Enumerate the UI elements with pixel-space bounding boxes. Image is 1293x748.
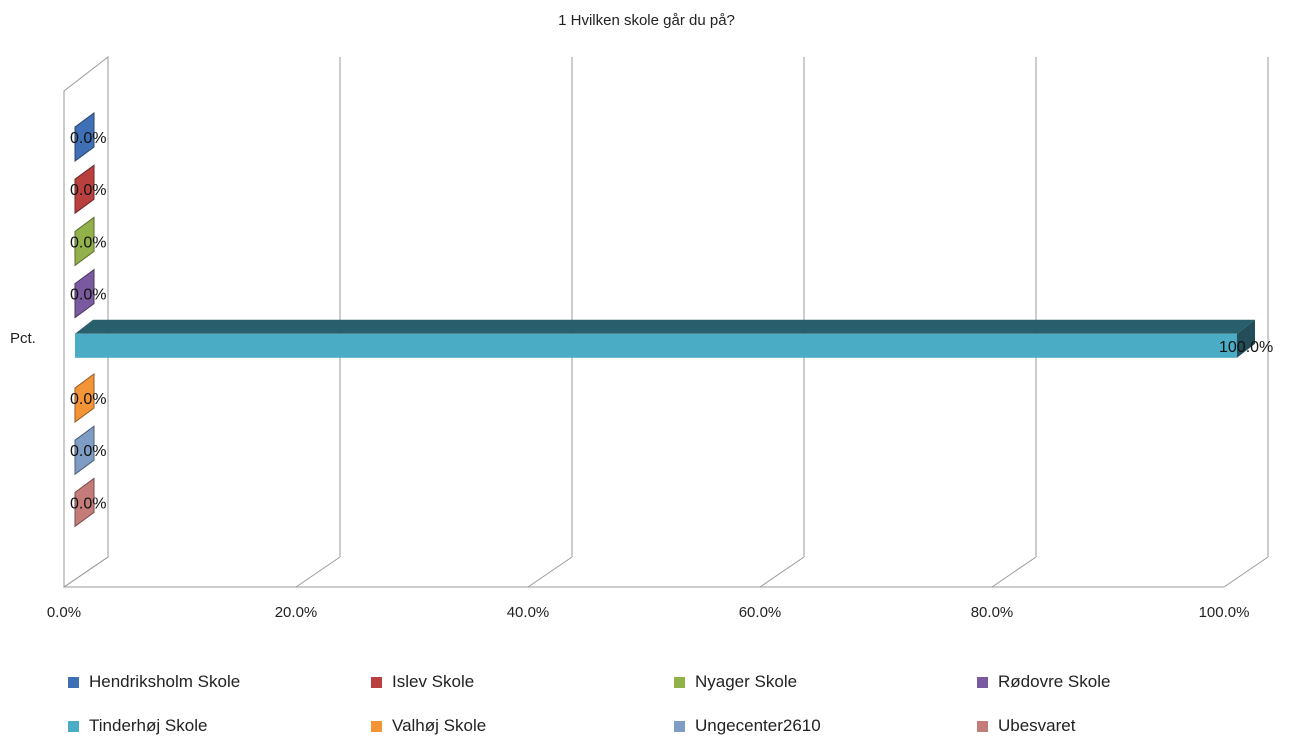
legend-label: Nyager Skole: [695, 672, 798, 691]
legend-item: Tinderhøj Skole: [68, 716, 371, 736]
data-label: 0.0%: [70, 287, 106, 304]
floor-gridline: [295, 556, 341, 588]
legend-item: Ubesvaret: [977, 716, 1280, 736]
x-tick-label: 60.0%: [739, 604, 782, 621]
x-tick-label: 20.0%: [275, 604, 318, 621]
legend-swatch: [68, 676, 79, 688]
legend-swatch: [674, 720, 685, 732]
x-tick-label: 0.0%: [47, 604, 81, 621]
bar: [74, 425, 95, 476]
side-wall: [63, 55, 109, 588]
chart-title: 1 Hvilken skole går du på?: [558, 12, 735, 29]
legend-swatch: [977, 676, 988, 688]
bar: [75, 333, 1237, 358]
bar: [74, 164, 95, 215]
category-label: Pct.: [10, 330, 36, 347]
legend-label: Tinderhøj Skole: [89, 716, 208, 735]
floor-gridline: [527, 556, 573, 588]
legend-swatch: [674, 676, 685, 688]
legend-label: Rødovre Skole: [998, 672, 1111, 691]
legend-swatch: [371, 720, 382, 732]
legend-row: Tinderhøj Skole Valhøj Skole Ungecenter261…: [68, 704, 1288, 748]
x-tick-label: 40.0%: [507, 604, 550, 621]
data-label: 0.0%: [70, 495, 106, 512]
legend-swatch: [977, 720, 988, 732]
legend-label: Hendriksholm Skole: [89, 672, 241, 691]
legend-item: Ungecenter2610: [674, 716, 977, 736]
legend-item: Valhøj Skole: [371, 716, 674, 736]
floor-gridline: [1223, 556, 1269, 588]
legend-label: Ubesvaret: [998, 716, 1076, 735]
bar: [74, 268, 95, 319]
x-tick-label: 80.0%: [971, 604, 1014, 621]
legend-item: Nyager Skole: [674, 672, 977, 692]
legend-item: Islev Skole: [371, 672, 674, 692]
x-tick-label: 100.0%: [1199, 604, 1250, 621]
bar: [74, 216, 95, 267]
legend-item: Rødovre Skole: [977, 672, 1280, 692]
legend-item: Hendriksholm Skole: [68, 672, 371, 692]
legend-label: Islev Skole: [392, 672, 475, 691]
legend-swatch: [371, 676, 382, 688]
bar: [74, 112, 95, 162]
data-label: 0.0%: [70, 234, 106, 251]
chart-legend: Hendriksholm Skole Islev Skole Nyager Skol…: [68, 660, 1288, 748]
data-label: 0.0%: [70, 443, 106, 460]
data-label: 0.0%: [70, 130, 106, 147]
bar-chart: 0.0% 20.0% 40.0% 60.0% 80.0% 100.0% Pct. 0.0% 0.…: [10, 55, 1273, 621]
data-label: 100.0%: [1219, 339, 1273, 356]
data-label: 0.0%: [70, 182, 106, 199]
bar: [74, 373, 95, 423]
floor-gridline: [991, 556, 1037, 588]
legend-label: Ungecenter2610: [695, 716, 821, 735]
legend-row: Hendriksholm Skole Islev Skole Nyager Skol…: [68, 660, 1288, 704]
data-label: 0.0%: [70, 391, 106, 408]
bar: [74, 477, 95, 528]
legend-label: Valhøj Skole: [392, 716, 487, 735]
floor-gridline: [759, 556, 805, 588]
bar-side-face: [1237, 319, 1255, 358]
bar-top-face: [75, 319, 1255, 334]
legend-swatch: [68, 720, 79, 732]
